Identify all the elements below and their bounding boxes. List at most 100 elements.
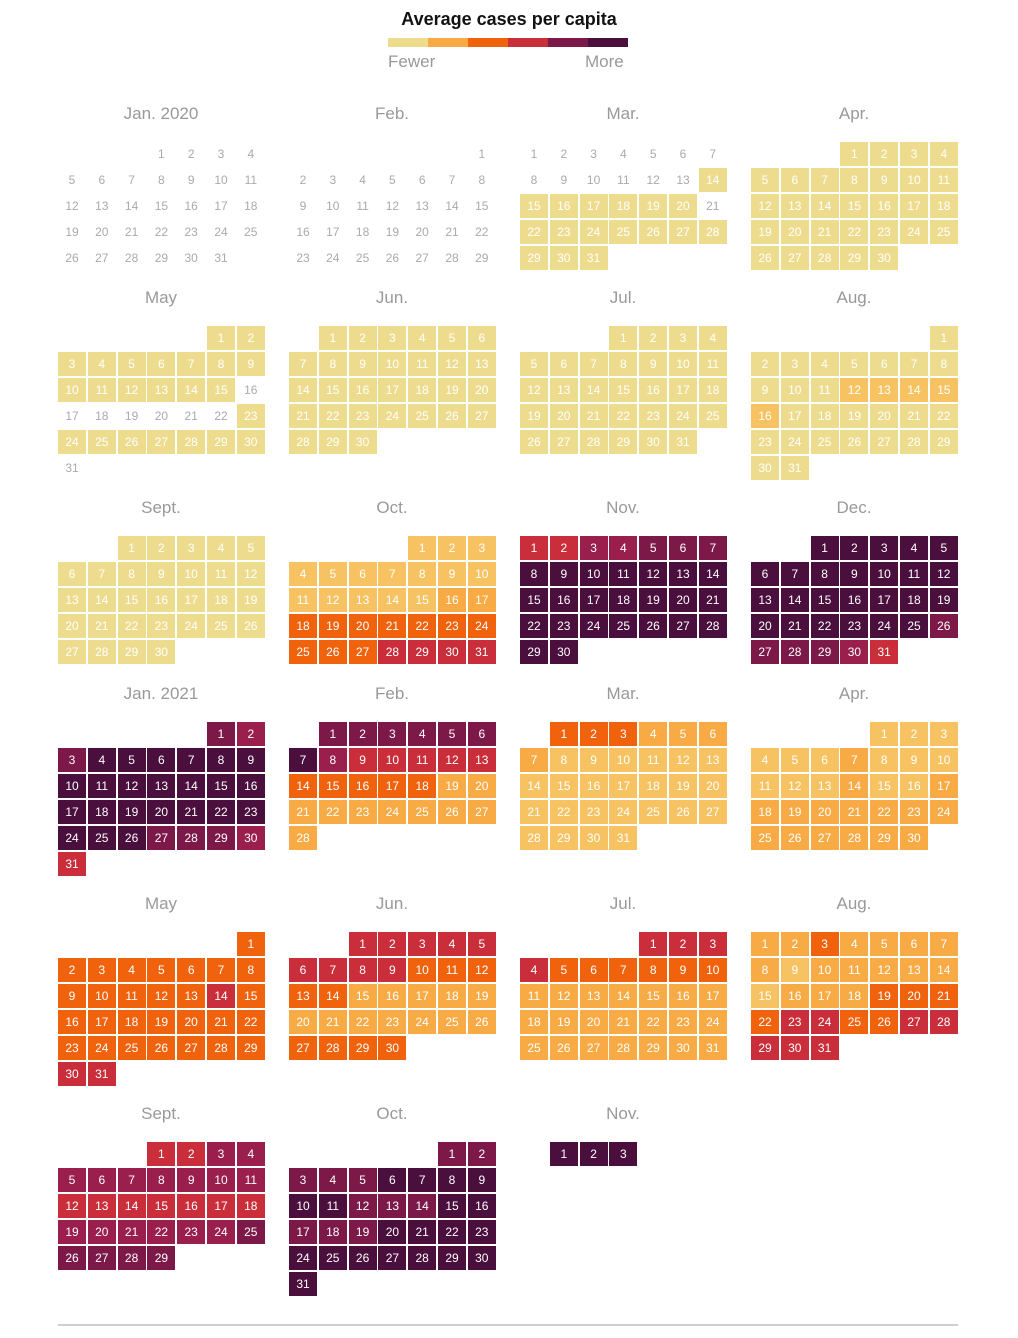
day-cell: 4	[117, 958, 147, 983]
day-cell: 2	[900, 722, 929, 747]
day-cell: 13	[467, 748, 497, 773]
day-cell: 25	[810, 430, 840, 455]
day-cell: 26	[318, 640, 348, 665]
day-cell: 20	[87, 220, 117, 245]
day-cell: 30	[639, 430, 669, 455]
month-title: Apr.	[838, 104, 870, 123]
day-cell: 26	[467, 1010, 497, 1035]
day-cell: 27	[669, 614, 698, 639]
day-cell: 7	[207, 958, 236, 983]
day-cell: 13	[467, 352, 497, 377]
day-cell: 18	[236, 1194, 266, 1219]
day-cell: 31	[810, 1036, 840, 1061]
day-cell: 12	[318, 588, 348, 613]
day-cell: 4	[87, 352, 117, 377]
day-cell: 8	[810, 562, 840, 587]
day-cell: 16	[177, 194, 207, 219]
day-cell: 11	[408, 352, 438, 377]
day-cell: 30	[378, 1036, 408, 1061]
day-cell: 21	[579, 404, 609, 429]
day-cell: 8	[318, 748, 348, 773]
day-cell: 31	[58, 852, 87, 877]
day-cell: 27	[900, 1010, 929, 1035]
day-cell: 3	[609, 722, 639, 747]
day-cell: 18	[87, 404, 117, 429]
day-cell: 18	[609, 588, 639, 613]
day-cell: 29	[117, 640, 147, 665]
day-cell: 12	[117, 378, 147, 403]
day-cell: 13	[147, 378, 177, 403]
day-cell: 3	[698, 932, 728, 957]
day-cell: 19	[639, 588, 669, 613]
day-cell: 17	[579, 588, 609, 613]
day-cell: 16	[467, 1194, 497, 1219]
day-cell: 22	[520, 220, 549, 245]
day-cell: 27	[698, 800, 728, 825]
day-cell: 21	[840, 800, 870, 825]
day-cell: 27	[408, 246, 438, 271]
day-cell: 11	[289, 588, 318, 613]
day-cell: 9	[549, 562, 579, 587]
day-cell: 1	[207, 722, 236, 747]
day-cell: 18	[751, 800, 780, 825]
day-cell: 18	[207, 588, 236, 613]
day-cell: 7	[579, 352, 609, 377]
day-cell: 6	[87, 1168, 117, 1193]
month-title: May	[144, 894, 178, 913]
day-cell: 7	[900, 352, 929, 377]
day-cell: 8	[236, 958, 266, 983]
day-cell: 24	[378, 404, 408, 429]
legend-swatch	[508, 38, 548, 47]
day-cell: 17	[378, 774, 408, 799]
day-cell: 29	[520, 246, 549, 271]
day-cell: 7	[698, 536, 728, 561]
day-cell: 30	[467, 1246, 497, 1271]
legend-swatch	[468, 38, 508, 47]
day-cell: 4	[318, 1168, 348, 1193]
day-cell: 31	[58, 456, 87, 481]
day-cell: 15	[929, 378, 959, 403]
day-cell: 26	[639, 220, 669, 245]
day-cell: 9	[467, 1168, 497, 1193]
day-cell: 15	[147, 1194, 177, 1219]
day-cell: 19	[438, 378, 467, 403]
day-cell: 14	[117, 194, 147, 219]
day-cell: 5	[236, 536, 266, 561]
day-cell: 14	[810, 194, 840, 219]
day-cell: 31	[669, 430, 698, 455]
day-cell: 16	[348, 774, 378, 799]
day-cell: 29	[147, 1246, 177, 1271]
day-cell: 8	[207, 748, 236, 773]
legend-swatch	[388, 38, 428, 47]
day-cell: 2	[579, 1142, 609, 1167]
day-cell: 1	[810, 536, 840, 561]
day-cell: 9	[147, 562, 177, 587]
day-cell: 6	[289, 958, 318, 983]
day-cell: 11	[751, 774, 780, 799]
day-cell: 7	[177, 352, 207, 377]
day-cell: 14	[289, 378, 318, 403]
day-cell: 8	[408, 562, 438, 587]
day-cell: 9	[236, 748, 266, 773]
day-cell: 25	[698, 404, 728, 429]
day-cell: 13	[87, 194, 117, 219]
day-cell: 20	[780, 220, 810, 245]
day-cell: 4	[520, 958, 549, 983]
day-cell: 12	[520, 378, 549, 403]
day-cell: 22	[870, 800, 900, 825]
day-cell: 7	[609, 958, 639, 983]
day-cell: 12	[751, 194, 780, 219]
day-cell: 11	[438, 958, 467, 983]
day-cell: 20	[58, 614, 87, 639]
day-cell: 16	[639, 378, 669, 403]
day-cell: 12	[870, 958, 900, 983]
day-cell: 26	[236, 614, 266, 639]
day-cell: 6	[147, 748, 177, 773]
day-cell: 3	[929, 722, 959, 747]
day-cell: 19	[840, 404, 870, 429]
day-cell: 20	[669, 194, 698, 219]
day-cell: 16	[549, 194, 579, 219]
day-cell: 10	[780, 378, 810, 403]
day-cell: 24	[698, 1010, 728, 1035]
day-cell: 18	[520, 1010, 549, 1035]
